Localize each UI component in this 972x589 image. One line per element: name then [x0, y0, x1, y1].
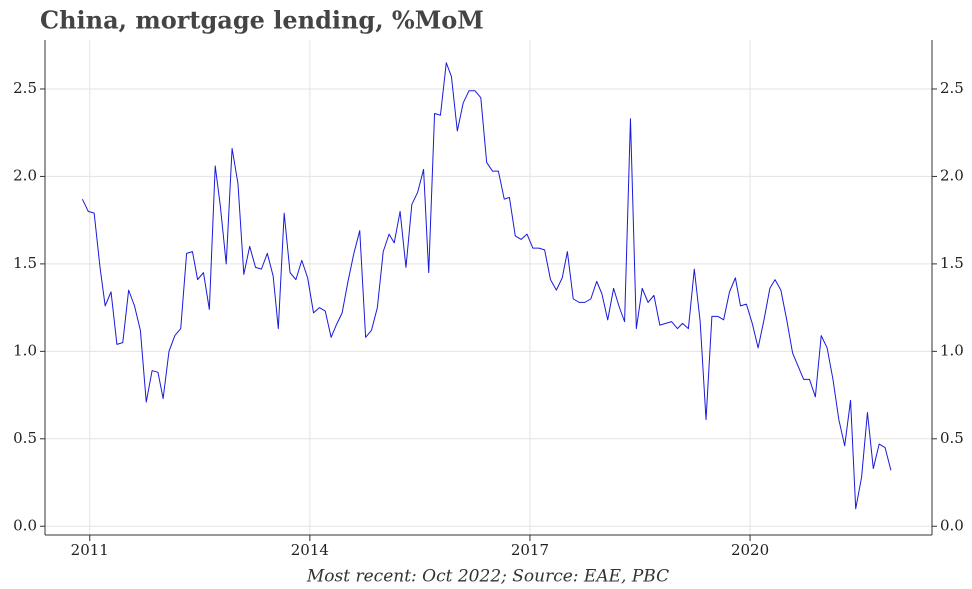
y2-tick-label: 1.0	[940, 341, 964, 359]
x-tick-label: 2020	[731, 541, 769, 559]
y-tick-label: 1.0	[13, 341, 37, 359]
y2-tick-label: 2.0	[940, 166, 964, 184]
caption: Most recent: Oct 2022; Source: EAE, PBC	[306, 567, 669, 587]
x-tick-label: 2017	[511, 541, 549, 559]
x-tick-label: 2014	[291, 541, 329, 559]
x-tick-label: 2011	[71, 541, 109, 559]
y2-tick-label: 2.5	[940, 79, 964, 97]
y-tick-label: 2.0	[13, 166, 37, 184]
y2-tick-label: 1.5	[940, 254, 964, 272]
chart-title: China, mortgage lending, %MoM	[40, 6, 484, 35]
y-tick-label: 1.5	[13, 254, 37, 272]
y-tick-label: 0.0	[13, 516, 37, 534]
y2-tick-label: 0.0	[940, 516, 964, 534]
y-tick-label: 2.5	[13, 79, 37, 97]
y2-tick-label: 0.5	[940, 429, 964, 447]
y-tick-label: 0.5	[13, 429, 37, 447]
data-line	[81, 62, 892, 510]
